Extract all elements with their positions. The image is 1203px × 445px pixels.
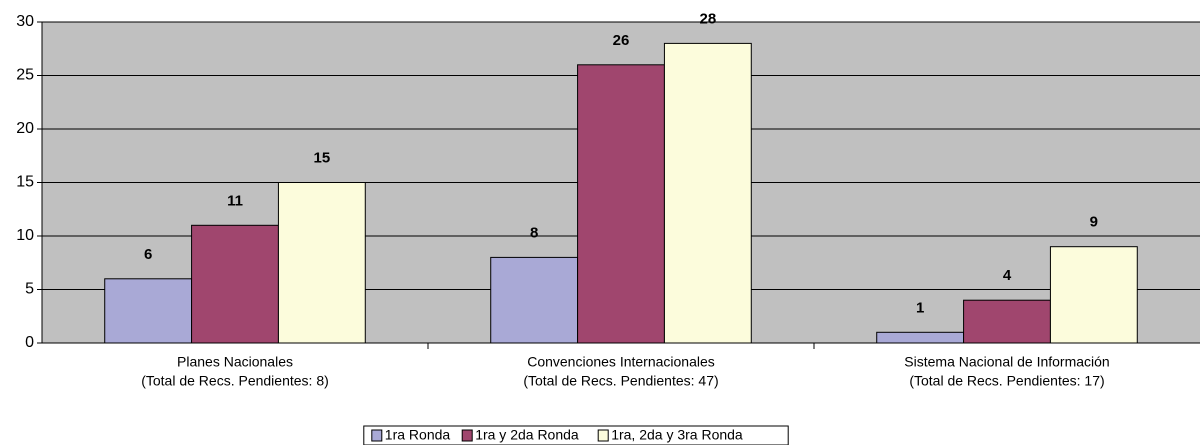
bar xyxy=(104,278,193,344)
bar xyxy=(490,256,579,344)
y-tick-label: 15 xyxy=(16,174,34,191)
x-tick-label: (Total de Recs. Pendientes: 8) xyxy=(141,373,329,389)
value-label: 4 xyxy=(1003,267,1012,284)
bar xyxy=(963,299,1051,344)
y-tick-label: 10 xyxy=(16,227,34,244)
y-tick-label: 30 xyxy=(16,13,34,30)
bar xyxy=(577,64,665,344)
bar xyxy=(191,224,279,344)
legend: 1ra Ronda 1ra y 2da Ronda 1ra, 2da y 3ra R… xyxy=(363,425,789,445)
legend-label: 1ra Ronda xyxy=(385,427,451,443)
x-tick-label: Convenciones Internacionales xyxy=(527,354,715,370)
bar xyxy=(277,182,366,344)
x-tick-label: Planes Nacionales xyxy=(177,354,293,370)
legend-swatch xyxy=(371,429,383,442)
legend-label: 1ra y 2da Ronda xyxy=(475,427,579,443)
value-label: 28 xyxy=(700,10,717,27)
y-tick-label: 0 xyxy=(25,334,34,351)
x-tick-label: (Total de Recs. Pendientes: 47) xyxy=(523,373,718,389)
legend-swatch xyxy=(461,429,473,442)
y-tick-label: 25 xyxy=(16,67,34,84)
bar xyxy=(663,42,752,344)
value-label: 6 xyxy=(144,246,152,263)
value-label: 26 xyxy=(613,32,630,49)
y-tick-label: 20 xyxy=(16,120,34,137)
y-tick-label: 5 xyxy=(25,281,34,298)
value-label: 15 xyxy=(314,149,331,166)
legend-swatch xyxy=(597,429,609,442)
x-tick-label: Sistema Nacional de Información xyxy=(904,354,1109,370)
x-tick-label: (Total de Recs. Pendientes: 17) xyxy=(909,373,1104,389)
value-label: 11 xyxy=(227,192,243,209)
value-label: 1 xyxy=(916,299,924,316)
legend-label: 1ra, 2da y 3ra Ronda xyxy=(611,427,743,443)
bar xyxy=(876,331,965,344)
value-label: 9 xyxy=(1090,214,1098,231)
value-label: 8 xyxy=(530,224,538,241)
bar xyxy=(1049,246,1138,344)
